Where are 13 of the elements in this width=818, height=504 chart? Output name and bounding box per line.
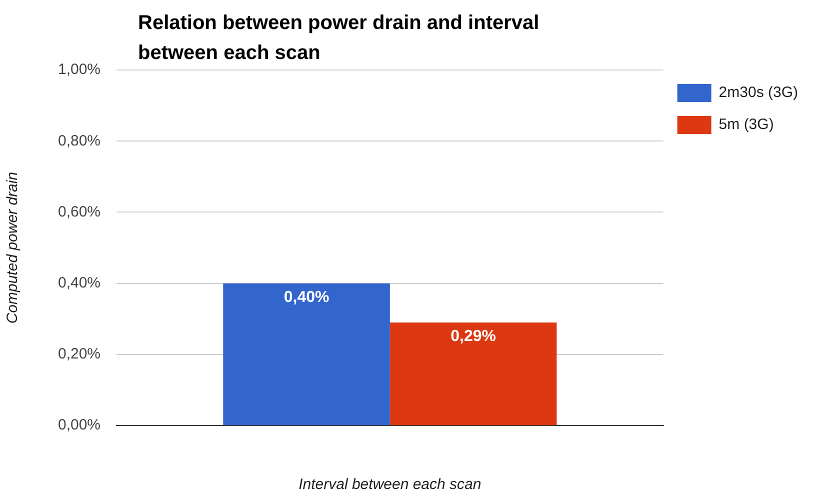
data-label: 0,29% [450,328,496,345]
y-tick-label: 0,80% [58,132,101,150]
data-label: 0,40% [284,288,330,306]
chart-title: Relation between power drain and interval between each scan [138,11,540,66]
legend-label: 5m (3G) [718,116,774,134]
y-tick-label: 1,00% [58,61,101,78]
y-tick-label: 0,00% [58,416,101,434]
y-axis-title: Computed power drain [4,172,22,324]
y-tick-label: 0,40% [58,274,101,292]
legend-label: 2m30s (3G) [718,84,798,102]
x-axis-title: Interval between each scan [298,476,482,494]
y-tick-label: 0,20% [58,346,101,363]
y-tick-label: 0,60% [58,203,101,220]
